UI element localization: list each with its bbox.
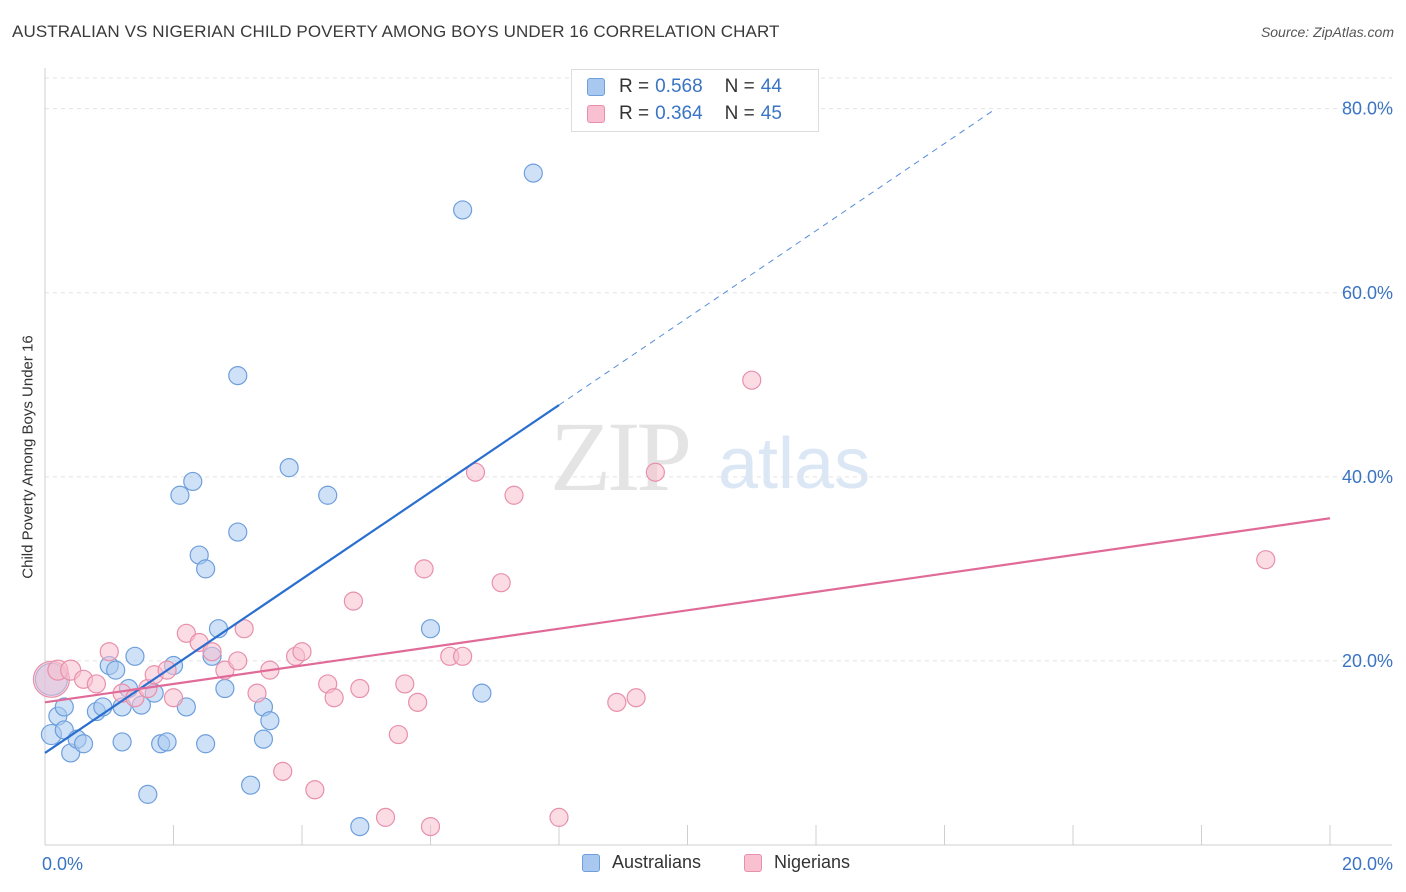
y-tick-label: 80.0%	[1342, 99, 1393, 119]
data-point-nigerians	[491, 573, 511, 593]
data-point-nigerians	[273, 761, 293, 781]
data-point-australians	[215, 678, 235, 699]
trend-line-australians	[44, 404, 560, 754]
source-label: Source: ZipAtlas.com	[1260, 24, 1394, 40]
bottom-legend-nigerians: Nigerians	[744, 852, 850, 873]
data-point-australians	[260, 711, 280, 731]
data-point-nigerians	[414, 559, 434, 579]
data-point-nigerians	[1256, 550, 1276, 570]
data-point-australians	[279, 458, 299, 478]
data-point-nigerians	[99, 642, 119, 662]
data-point-australians	[196, 734, 216, 754]
data-point-nigerians	[202, 642, 222, 662]
data-point-nigerians	[645, 462, 665, 482]
y-tick-label: 60.0%	[1342, 283, 1393, 303]
data-point-australians	[106, 660, 126, 680]
data-point-australians	[350, 816, 370, 837]
legend-n-value: 45	[760, 103, 782, 124]
data-point-nigerians	[408, 692, 428, 712]
legend-n-label: N =	[724, 103, 755, 124]
data-point-nigerians	[453, 646, 473, 666]
data-point-nigerians	[305, 780, 325, 800]
legend-r-value: 0.364	[655, 103, 703, 124]
correlation-legend: R = 0.568 N = 44 R = 0.364 N = 45	[571, 69, 819, 132]
grid	[45, 77, 1392, 662]
data-point-nigerians	[465, 462, 486, 482]
watermark: ZIP atlas	[550, 401, 870, 512]
legend-row-australians: R = 0.568 N = 44	[587, 76, 782, 98]
data-point-australians	[196, 559, 216, 579]
data-point-australians	[453, 200, 473, 220]
data-point-nigerians	[375, 807, 396, 827]
data-point-australians	[241, 775, 261, 795]
data-point-australians	[183, 471, 203, 492]
data-point-australians	[125, 646, 145, 666]
data-point-australians	[170, 485, 190, 505]
data-point-nigerians	[607, 692, 627, 712]
chart-title: AUSTRALIAN VS NIGERIAN CHILD POVERTY AMO…	[12, 22, 780, 41]
legend-r-label: R =	[619, 76, 650, 97]
x-tick-label: 0.0%	[42, 854, 83, 874]
data-point-australians	[73, 734, 94, 754]
data-point-australians	[157, 732, 177, 752]
data-point-australians	[138, 784, 158, 804]
trend-line-nigerians	[44, 517, 1331, 704]
bottom-legend-swatch-nigerians	[744, 853, 762, 872]
data-point-nigerians	[343, 591, 363, 611]
data-point-nigerians	[549, 807, 569, 827]
data-point-australians	[228, 365, 248, 386]
data-point-nigerians	[395, 674, 415, 694]
watermark-atlas: atlas	[718, 424, 870, 504]
trend-line-extension-australians	[558, 108, 997, 406]
legend-r-value: 0.568	[655, 76, 703, 97]
bottom-legend-label: Nigerians	[774, 852, 851, 872]
legend-n-value: 44	[760, 76, 782, 97]
data-point-australians	[523, 163, 543, 183]
data-point-nigerians	[86, 674, 107, 694]
data-point-nigerians	[292, 642, 312, 662]
data-point-nigerians	[742, 370, 762, 390]
trend-lines	[44, 108, 1331, 754]
bottom-legend-label: Australians	[612, 852, 702, 872]
legend-row-nigerians: R = 0.364 N = 45	[587, 103, 782, 125]
data-point-australians	[54, 697, 74, 717]
legend-r-label: R =	[619, 103, 650, 124]
data-point-nigerians	[504, 485, 524, 505]
y-tick-label: 20.0%	[1342, 651, 1393, 671]
data-point-nigerians	[324, 688, 344, 708]
data-point-nigerians	[163, 688, 184, 708]
legend-swatch-australians	[587, 78, 605, 96]
legend-n-label: N =	[724, 76, 755, 97]
data-point-nigerians	[247, 683, 267, 703]
tick-labels: 20.0% 40.0% 60.0% 80.0% 0.0% 20.0%	[42, 99, 1393, 874]
bottom-legend-swatch-australians	[582, 853, 600, 872]
data-point-australians	[228, 522, 248, 542]
data-point-nigerians	[420, 816, 441, 837]
data-point-nigerians	[228, 651, 248, 671]
data-point-australians	[420, 619, 441, 639]
x-tick-label: 20.0%	[1342, 854, 1393, 874]
legend-swatch-nigerians	[587, 105, 605, 123]
data-point-nigerians	[388, 724, 408, 745]
y-tick-label: 40.0%	[1342, 467, 1393, 487]
data-point-australians	[253, 729, 274, 749]
data-point-nigerians	[626, 688, 646, 708]
data-point-australians	[318, 485, 338, 505]
data-point-australians	[112, 732, 132, 752]
bottom-legend-australians: Australians	[582, 852, 701, 873]
data-point-nigerians	[350, 678, 370, 699]
data-point-australians	[472, 683, 492, 703]
data-point-nigerians	[234, 619, 254, 639]
watermark-zip: ZIP	[550, 401, 688, 512]
